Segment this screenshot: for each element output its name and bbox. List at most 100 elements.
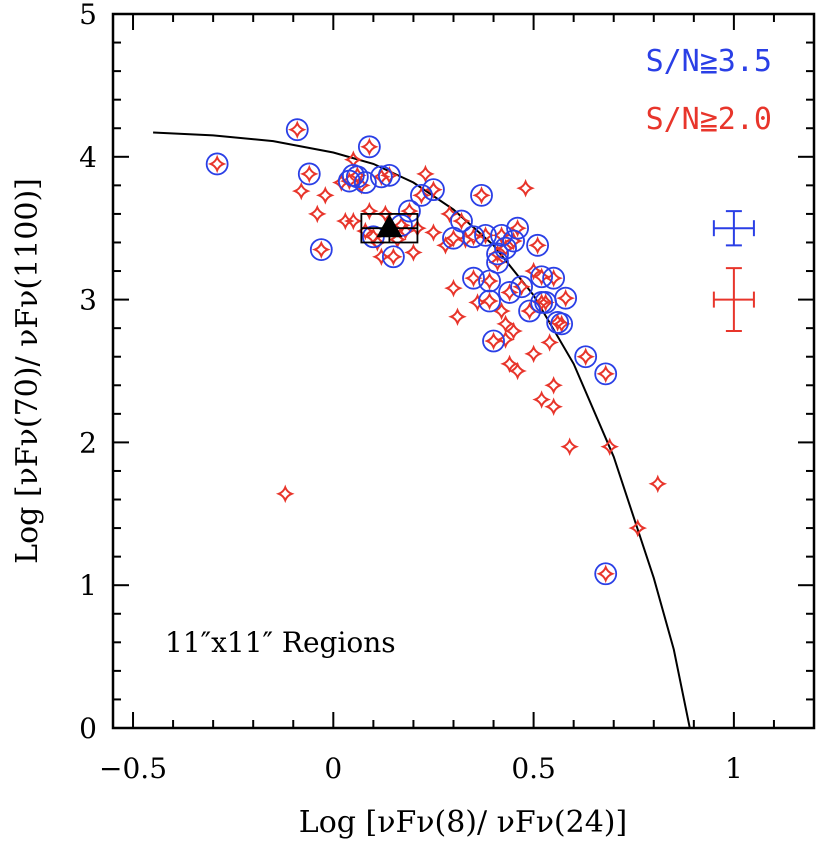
series-sn35-points (205, 118, 618, 586)
plot-frame (111, 12, 816, 730)
x-axis-title: Log [νFν(8)/ νFν(24)] (299, 805, 627, 840)
blue-circle-point (309, 238, 333, 262)
red-star-point (516, 178, 535, 198)
x-tick-label: 0.5 (511, 752, 556, 785)
blue-circle-point (502, 229, 525, 253)
red-star-point (348, 166, 367, 185)
legend-sn35: S/N≧3.5 (646, 44, 772, 79)
x-tick-label: −0.5 (99, 752, 167, 785)
red-star-point (544, 375, 563, 395)
representative-error-bar (712, 210, 755, 247)
red-star-point (536, 293, 555, 312)
red-star-point (488, 253, 507, 272)
red-star-point (492, 301, 511, 321)
x-tick-label: 1 (725, 752, 743, 785)
red-star-point (424, 180, 443, 199)
red-star-point (512, 277, 531, 297)
blue-circle-point (486, 242, 509, 266)
red-star-point (552, 314, 571, 334)
blue-circle-point (398, 199, 421, 223)
red-star-point (452, 211, 471, 231)
red-star-point (380, 166, 399, 185)
red-star-point (556, 288, 575, 308)
blue-circle-point (474, 223, 497, 247)
blue-circle-point (510, 275, 533, 299)
red-star-point (480, 271, 499, 291)
red-star-point (476, 226, 495, 245)
red-star-point (464, 268, 483, 288)
red-star-point (548, 313, 567, 332)
blue-circle-point (486, 251, 509, 274)
y-tick-label: 1 (79, 569, 97, 602)
red-star-point (444, 278, 463, 298)
blue-circle-point (381, 245, 405, 269)
red-star-point (628, 518, 648, 538)
red-star-point (468, 293, 487, 312)
blue-circle-point (357, 135, 381, 159)
red-star-point (384, 247, 403, 267)
red-star-point (504, 321, 523, 341)
blue-circle-point (377, 163, 401, 187)
red-star-point (504, 231, 523, 251)
blue-circle-point (594, 562, 618, 586)
blue-circle-point (506, 216, 529, 240)
blue-circle-point (554, 286, 578, 310)
red-star-point (444, 228, 463, 248)
red-star-point (340, 171, 359, 191)
red-star-point (600, 437, 620, 456)
legend-sn2: S/N≧2.0 (646, 102, 772, 137)
blue-circle-point (470, 183, 493, 207)
blue-circle-point (530, 265, 554, 289)
blue-circle-point (594, 362, 618, 386)
blue-circle-point (550, 312, 574, 336)
red-star-point (312, 240, 331, 259)
red-star-point (532, 293, 551, 312)
blue-circle-point (345, 165, 369, 189)
series-sn2-points (207, 120, 668, 584)
blue-circle-point (542, 266, 566, 290)
red-star-point (484, 331, 503, 351)
blue-circle-point (462, 266, 485, 290)
y-tick-label: 3 (79, 284, 97, 317)
red-star-point (416, 164, 435, 184)
red-star-point (524, 344, 543, 364)
red-star-point (207, 154, 227, 174)
blue-circle-point (462, 225, 485, 249)
red-star-point (360, 201, 379, 221)
blue-circle-point (297, 162, 321, 186)
regions-annotation: 11″x11″ Regions (165, 626, 396, 659)
red-star-point (528, 236, 547, 255)
red-star-point (424, 223, 443, 242)
blue-circle-point (285, 118, 309, 142)
y-tick-label: 5 (79, 0, 97, 31)
red-star-point (648, 474, 668, 494)
y-axis-title: Log [νFν(70)/ νFν(1100)] (10, 178, 45, 564)
blue-circle-point (478, 289, 501, 313)
red-star-point (544, 397, 563, 416)
red-star-point (544, 268, 563, 288)
red-star-point (500, 354, 519, 374)
red-star-point (412, 186, 431, 205)
red-star-point (524, 261, 543, 281)
red-star-point (576, 347, 595, 367)
red-star-point (532, 390, 551, 409)
red-star-point (472, 186, 491, 205)
red-star-point (316, 186, 335, 205)
blue-circle-point (450, 209, 473, 233)
red-star-point (436, 236, 455, 255)
red-star-point (492, 226, 511, 245)
red-star-point (532, 267, 551, 287)
red-star-point (376, 204, 395, 224)
blue-circle-point (205, 152, 229, 176)
y-tick-label: 2 (79, 426, 97, 459)
blue-circle-point (526, 233, 550, 257)
representative-error-bar (712, 267, 755, 333)
red-star-point (396, 221, 415, 241)
red-star-point (360, 137, 379, 157)
red-star-point (540, 333, 559, 352)
y-tick-label: 4 (79, 141, 97, 174)
blue-circle-point (410, 183, 433, 207)
red-star-point (480, 291, 499, 311)
mean-point-group (360, 213, 419, 244)
